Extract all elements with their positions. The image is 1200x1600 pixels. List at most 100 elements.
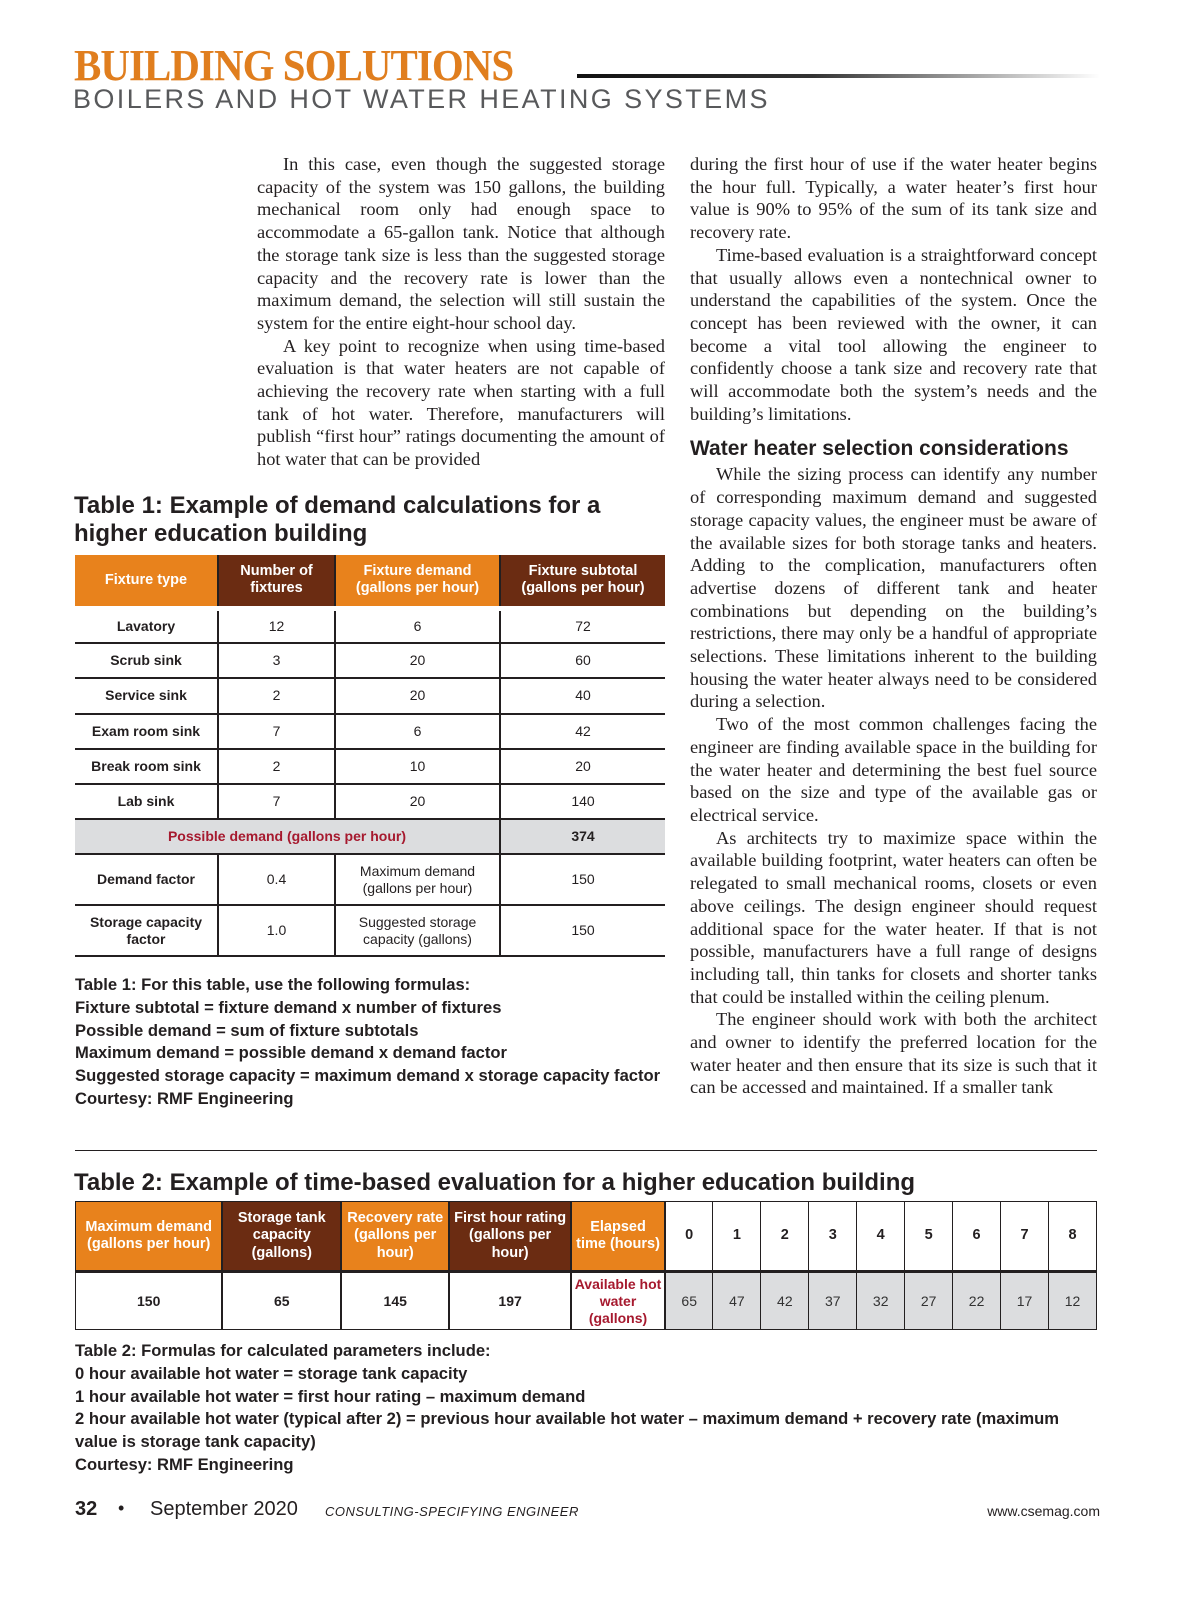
table1-cell: 20 <box>335 783 501 821</box>
note-line: 2 hour available hot water (typical afte… <box>75 1409 1059 1452</box>
right-column: during the first hour of use if the wate… <box>690 153 1097 1099</box>
note-line: Table 1: For this table, use the followi… <box>75 975 471 994</box>
website-link[interactable]: www.csemag.com <box>987 1503 1100 1519</box>
table1-cell: 0.4 <box>218 854 336 907</box>
table1-cell: 140 <box>500 783 665 821</box>
table2-notes: Table 2: Formulas for calculated paramet… <box>75 1340 1105 1477</box>
paragraph: While the sizing process can identify an… <box>690 464 1097 712</box>
table1-cell: 6 <box>335 713 501 750</box>
hour-header: 3 <box>808 1201 858 1273</box>
header-rule <box>577 74 1100 78</box>
table1-header: Fixture subtotal (gallons per hour) <box>500 555 665 608</box>
table1-row: Break room sink 2 10 20 <box>75 748 665 785</box>
available-hot-water-cell: 65 <box>664 1271 714 1330</box>
table1-cell: Demand factor <box>75 854 219 907</box>
hour-header: 5 <box>904 1201 954 1273</box>
note-line: 1 hour available hot water = first hour … <box>75 1386 586 1406</box>
table1-row: Service sink 2 20 40 <box>75 678 665 715</box>
paragraph: In this case, even though the suggested … <box>257 154 665 333</box>
table1-cell: 20 <box>335 643 501 680</box>
table1-cell: Exam room sink <box>75 713 219 750</box>
table2-header: Maximum demand (gallons per hour) <box>75 1201 224 1273</box>
available-hot-water-cell: 17 <box>1000 1271 1049 1330</box>
note-line: Table 2: Formulas for calculated paramet… <box>75 1341 491 1360</box>
issue-date: September 2020 <box>150 1498 298 1520</box>
note-line: Courtesy: RMF Engineering <box>75 1088 294 1108</box>
table1-header: Number of fixtures <box>218 555 336 608</box>
hour-header: 2 <box>760 1201 810 1273</box>
table1-cell: Maximum demand (gallons per hour) <box>335 854 501 907</box>
table1-cell: 12 <box>218 605 336 645</box>
table1-row: Demand factor 0.4 Maximum demand (gallons … <box>75 854 665 907</box>
section-title: BUILDING SOLUTIONS <box>74 41 514 90</box>
table2-cell: 65 <box>222 1271 343 1330</box>
hour-header: 6 <box>952 1201 1002 1273</box>
possible-demand-label: Possible demand (gallons per hour) <box>75 819 501 856</box>
note-line: Possible demand = sum of fixture subtota… <box>75 1020 419 1040</box>
available-hot-water-cell: 37 <box>808 1271 858 1330</box>
hour-header: 1 <box>712 1201 762 1273</box>
subheading: Water heater selection considerations <box>690 437 1069 461</box>
hour-header: 0 <box>664 1201 714 1273</box>
hour-header: 7 <box>1000 1201 1049 1273</box>
table1-cell: 150 <box>500 905 665 958</box>
table1-cell: 3 <box>218 643 336 680</box>
table1-cell: 10 <box>335 748 501 785</box>
divider <box>75 1150 1097 1151</box>
table2-cell: 145 <box>341 1271 451 1330</box>
table1-notes: Table 1: For this table, use the followi… <box>75 974 675 1111</box>
table2-caption: Table 2: Example of time-based evaluatio… <box>74 1169 916 1196</box>
table1-cell: 7 <box>218 713 336 750</box>
note-line: Maximum demand = possible demand x deman… <box>75 1043 508 1063</box>
possible-demand-row: Possible demand (gallons per hour) 374 <box>75 819 665 856</box>
table2-header: Storage tank capacity (gallons) <box>222 1201 343 1273</box>
available-hot-water-cell: 47 <box>712 1271 762 1330</box>
table1-cell: 60 <box>500 643 665 680</box>
table1-cell: Storage capacity factor <box>75 905 219 958</box>
table2-header: Elapsed time (hours) <box>571 1201 666 1273</box>
table1-cell: 150 <box>500 854 665 907</box>
note-line: Suggested storage capacity = maximum dem… <box>75 1066 661 1086</box>
table1-row: Lab sink 7 20 140 <box>75 783 665 821</box>
table1-cell: Suggested storage capacity (gallons) <box>335 905 501 958</box>
footer-bullet: • <box>118 1498 125 1518</box>
available-hot-water-cell: 12 <box>1048 1271 1098 1330</box>
table1-cell: 2 <box>218 748 336 785</box>
paragraph: during the first hour of use if the wate… <box>690 154 1097 243</box>
possible-demand-value: 374 <box>500 819 665 856</box>
table2: Maximum demand (gallons per hour) Storag… <box>75 1201 1098 1330</box>
table1-cell: Lavatory <box>75 605 219 645</box>
available-hot-water-cell: 42 <box>760 1271 810 1330</box>
table1-row: Exam room sink 7 6 42 <box>75 713 665 750</box>
table1-cell: 42 <box>500 713 665 750</box>
table2-row-label: Available hot water (gallons) <box>571 1271 666 1330</box>
table1-caption: Table 1: Example of demand calculations … <box>74 492 601 547</box>
note-line: Courtesy: RMF Engineering <box>75 1454 294 1474</box>
table1-cell: Service sink <box>75 678 219 715</box>
table2-cell: 150 <box>75 1271 224 1330</box>
table1-row: Lavatory 12 6 72 <box>75 605 665 645</box>
paragraph: Time-based evaluation is a straightforwa… <box>690 244 1097 424</box>
table1-cell: 40 <box>500 678 665 715</box>
note-line: Fixture subtotal = fixture demand x numb… <box>75 997 502 1017</box>
table1-cell: Scrub sink <box>75 643 219 680</box>
table1-cell: 7 <box>218 783 336 821</box>
available-hot-water-cell: 22 <box>952 1271 1002 1330</box>
table1-cell: 2 <box>218 678 336 715</box>
table1: Fixture type Number of fixtures Fixture … <box>75 555 665 958</box>
hour-header: 4 <box>856 1201 906 1273</box>
paragraph: As architects try to maximize space with… <box>690 827 1097 1007</box>
hour-header: 8 <box>1048 1201 1098 1273</box>
table1-cell: Lab sink <box>75 783 219 821</box>
note-line: 0 hour available hot water = storage tan… <box>75 1363 468 1383</box>
table1-cell: 20 <box>500 748 665 785</box>
table1-cell: 72 <box>500 605 665 645</box>
table2-cell: 197 <box>449 1271 573 1330</box>
table1-row: Scrub sink 3 20 60 <box>75 643 665 680</box>
available-hot-water-cell: 27 <box>904 1271 954 1330</box>
table1-cell: 1.0 <box>218 905 336 958</box>
paragraph: Two of the most common challenges facing… <box>690 714 1097 825</box>
left-column: In this case, even though the suggested … <box>257 153 665 471</box>
available-hot-water-cell: 32 <box>856 1271 906 1330</box>
section-subtitle: BOILERS AND HOT WATER HEATING SYSTEMS <box>73 84 770 114</box>
